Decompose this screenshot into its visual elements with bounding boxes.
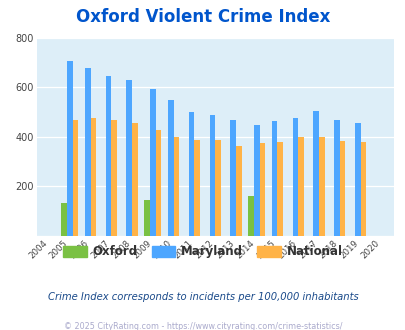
Bar bbox=[215, 140, 220, 236]
Bar bbox=[360, 142, 365, 236]
Bar bbox=[132, 123, 137, 236]
Bar bbox=[298, 137, 303, 236]
Text: Crime Index corresponds to incidents per 100,000 inhabitants: Crime Index corresponds to incidents per… bbox=[47, 292, 358, 302]
Bar bbox=[292, 118, 298, 236]
Bar bbox=[209, 115, 215, 236]
Bar bbox=[155, 130, 161, 236]
Bar bbox=[173, 137, 179, 236]
Legend: Oxford, Maryland, National: Oxford, Maryland, National bbox=[58, 241, 347, 263]
Text: © 2025 CityRating.com - https://www.cityrating.com/crime-statistics/: © 2025 CityRating.com - https://www.city… bbox=[64, 322, 341, 330]
Bar bbox=[188, 112, 194, 236]
Bar bbox=[144, 200, 150, 236]
Bar bbox=[90, 118, 96, 236]
Bar bbox=[168, 100, 173, 236]
Bar bbox=[67, 61, 72, 236]
Bar bbox=[313, 111, 318, 236]
Bar bbox=[248, 196, 253, 236]
Text: Oxford Violent Crime Index: Oxford Violent Crime Index bbox=[76, 8, 329, 26]
Bar bbox=[277, 142, 282, 236]
Bar bbox=[253, 124, 259, 236]
Bar bbox=[61, 203, 67, 236]
Bar bbox=[126, 80, 132, 236]
Bar bbox=[150, 89, 155, 236]
Bar bbox=[72, 120, 78, 236]
Bar bbox=[85, 68, 90, 236]
Bar bbox=[318, 137, 324, 236]
Bar bbox=[259, 143, 264, 236]
Bar bbox=[105, 76, 111, 236]
Bar bbox=[194, 140, 200, 236]
Bar bbox=[271, 121, 277, 236]
Bar bbox=[339, 141, 345, 236]
Bar bbox=[333, 120, 339, 236]
Bar bbox=[354, 123, 360, 236]
Bar bbox=[235, 146, 241, 236]
Bar bbox=[230, 120, 235, 236]
Bar bbox=[111, 120, 117, 236]
